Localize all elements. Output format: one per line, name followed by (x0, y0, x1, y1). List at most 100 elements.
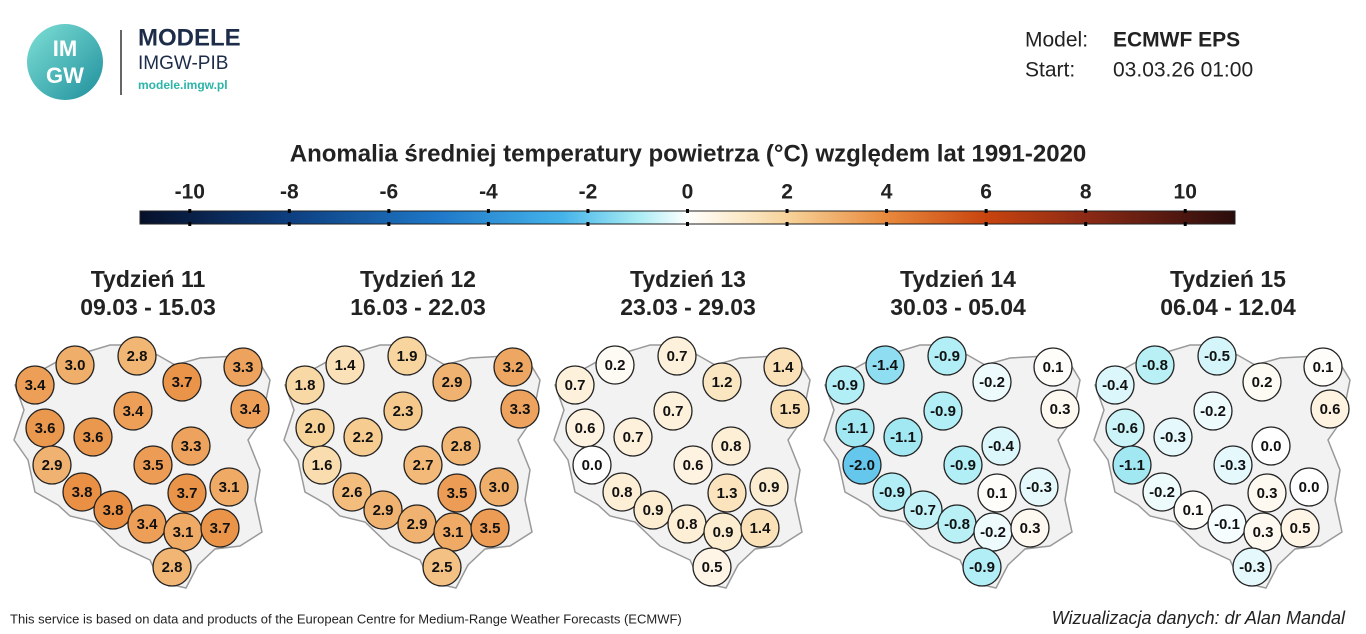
station-marker (602, 472, 642, 512)
station-marker (595, 345, 635, 385)
station-label: -0.8 (1142, 357, 1168, 374)
station-label: 3.5 (480, 520, 501, 537)
station-label: 3.2 (503, 359, 524, 376)
station-marker (972, 362, 1012, 402)
station-label: 3.4 (240, 401, 262, 418)
station-marker (1135, 345, 1175, 385)
station-label: -2.0 (849, 457, 875, 474)
station-label: 3.7 (172, 374, 193, 391)
station-marker (55, 345, 95, 385)
station-marker (209, 467, 249, 507)
station-label: 1.4 (750, 520, 772, 537)
station-marker (842, 445, 882, 485)
station-label: -1.4 (872, 357, 899, 374)
colorbar-tick-label: -6 (380, 181, 399, 204)
colorbar-tick-label: 10 (1174, 181, 1197, 204)
station-marker (943, 445, 983, 485)
station-label: -0.4 (988, 438, 1015, 455)
station-label: 3.8 (103, 502, 124, 519)
station-label: -0.2 (1200, 403, 1226, 420)
station-label: 0.0 (1261, 438, 1282, 455)
station-label: 2.9 (373, 502, 394, 519)
station-label: 3.1 (219, 479, 240, 496)
station-marker (1303, 347, 1343, 387)
station-marker (923, 391, 963, 431)
station-marker (657, 336, 697, 376)
station-marker (167, 473, 207, 513)
station-marker (470, 508, 510, 548)
station-marker (162, 362, 202, 402)
station-marker (343, 417, 383, 457)
station-marker (702, 362, 742, 402)
station-label: -0.5 (1204, 348, 1230, 365)
station-label: 3.0 (65, 357, 86, 374)
station-marker (927, 336, 967, 376)
station-label: -0.9 (930, 403, 956, 420)
station-marker (962, 547, 1002, 587)
station-label: 0.2 (605, 357, 626, 374)
logo-text: IM (53, 36, 77, 61)
station-marker (1010, 508, 1050, 548)
station-marker (437, 473, 477, 513)
station-label: 0.7 (623, 429, 644, 446)
station-label: 1.5 (780, 401, 801, 418)
station-label: -0.2 (1149, 484, 1175, 501)
brand-url: modele.imgw.pl (138, 78, 228, 92)
station-marker (572, 445, 612, 485)
station-marker (707, 473, 747, 513)
station-label: 0.8 (612, 484, 633, 501)
station-marker (1280, 508, 1320, 548)
station-marker (200, 508, 240, 548)
station-label: 0.2 (1252, 374, 1273, 391)
colorbar-tick-label: -10 (175, 181, 205, 204)
station-label: 0.9 (643, 502, 664, 519)
station-label: 0.0 (582, 457, 603, 474)
station-marker (73, 417, 113, 457)
station-marker (872, 472, 912, 512)
station-marker (441, 426, 481, 466)
station-label: -0.2 (979, 374, 1005, 391)
station-label: 3.7 (177, 485, 198, 502)
station-label: 3.4 (25, 377, 47, 394)
station-marker (977, 473, 1017, 513)
station-label: 0.1 (987, 485, 1008, 502)
station-label: 3.5 (143, 457, 164, 474)
station-label: 2.9 (407, 516, 428, 533)
station-label: 0.5 (702, 559, 723, 576)
station-marker (1153, 417, 1193, 457)
station-label: 2.6 (342, 484, 363, 501)
station-marker (285, 365, 325, 405)
station-label: 3.7 (210, 520, 231, 537)
station-label: 0.5 (1290, 520, 1311, 537)
station-marker (613, 417, 653, 457)
value: ECMWF EPS (1113, 29, 1240, 52)
station-label: 0.6 (683, 457, 704, 474)
station-marker (387, 336, 427, 376)
station-marker (1232, 547, 1272, 587)
station-marker (230, 389, 270, 429)
station-label: 0.9 (713, 524, 734, 541)
map-title: Tydzień 12 (360, 266, 476, 292)
station-marker (113, 391, 153, 431)
station-label: -1.1 (890, 429, 916, 446)
station-marker (302, 445, 342, 485)
station-label: 2.9 (42, 457, 63, 474)
station-label: -0.9 (934, 348, 960, 365)
station-marker (1310, 389, 1350, 429)
station-label: 3.5 (447, 485, 468, 502)
brand-sub: IMGW-PIB (138, 53, 228, 74)
station-label: 2.5 (432, 559, 453, 576)
station-label: 0.7 (663, 403, 684, 420)
station-label: 3.4 (137, 516, 159, 533)
station-label: 0.6 (1320, 401, 1341, 418)
station-marker (763, 347, 803, 387)
station-label: -0.4 (1102, 377, 1129, 394)
map-title: Tydzień 15 (1170, 266, 1286, 292)
station-marker (32, 445, 72, 485)
station-marker (152, 547, 192, 587)
station-marker (332, 472, 372, 512)
